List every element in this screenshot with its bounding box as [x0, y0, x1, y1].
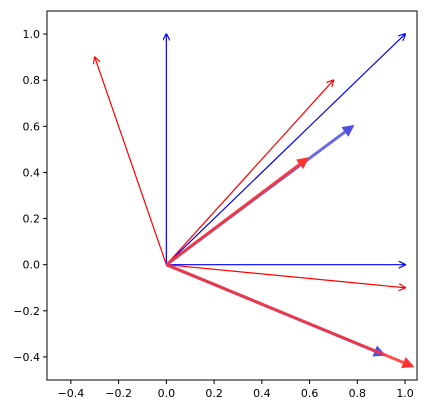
x-tick-label: 0.2 — [205, 387, 223, 400]
x-tick-label: 1.0 — [396, 387, 414, 400]
y-axis: −0.4 −0.2 0.0 0.2 0.4 0.6 0.8 1.0 — [13, 28, 47, 364]
x-tick-label: −0.4 — [58, 387, 85, 400]
y-tick-label: 0.0 — [23, 259, 41, 272]
vector-arrow — [165, 34, 405, 266]
x-tick-label: −0.2 — [105, 387, 132, 400]
vector-series — [95, 34, 415, 369]
vector-arrow — [165, 80, 333, 266]
y-tick-label: 0.8 — [23, 74, 41, 87]
x-tick-label: 0.0 — [158, 387, 176, 400]
y-tick-label: −0.2 — [13, 305, 40, 318]
x-axis: −0.4 −0.2 0.0 0.2 0.4 0.6 0.8 1.0 — [58, 380, 414, 400]
vector-arrow — [166, 264, 405, 288]
y-tick-label: 0.6 — [23, 120, 41, 133]
y-tick-label: 1.0 — [23, 28, 41, 41]
x-tick-label: 0.4 — [253, 387, 271, 400]
y-tick-label: 0.4 — [23, 166, 41, 179]
thick-vector-arrow — [165, 157, 310, 266]
vector-arrow — [95, 57, 167, 265]
thick-vector-arrow — [165, 263, 415, 369]
x-tick-label: 0.6 — [301, 387, 319, 400]
y-tick-label: 0.2 — [23, 213, 41, 226]
x-tick-label: 0.8 — [349, 387, 367, 400]
y-tick-label: −0.4 — [13, 351, 40, 364]
plot-area — [46, 10, 418, 381]
